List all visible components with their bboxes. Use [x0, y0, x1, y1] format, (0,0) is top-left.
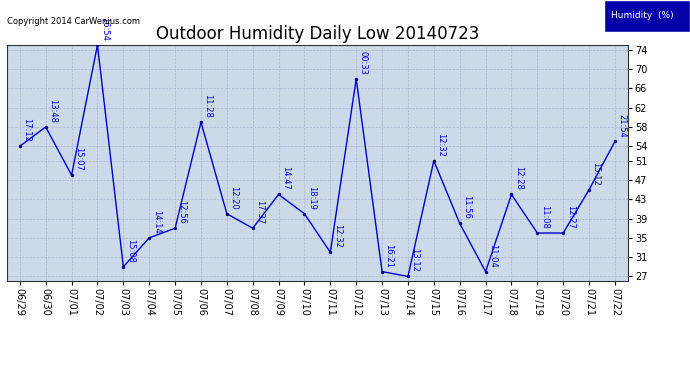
Text: 15:07: 15:07 [74, 147, 83, 171]
Point [480, 268, 491, 274]
Point [66, 172, 77, 178]
Point [118, 264, 129, 270]
Text: 13:12: 13:12 [411, 248, 420, 272]
Point [170, 225, 181, 231]
Text: 12:27: 12:27 [566, 205, 575, 229]
Point [584, 187, 595, 193]
Point [609, 138, 620, 144]
Text: 12:28: 12:28 [514, 166, 523, 190]
Text: Humidity  (%): Humidity (%) [611, 12, 673, 20]
Point [402, 273, 413, 279]
Text: 21:54: 21:54 [618, 114, 627, 137]
Text: 11:28: 11:28 [204, 94, 213, 118]
Point [40, 124, 51, 130]
Point [454, 220, 465, 226]
Point [144, 235, 155, 241]
Text: 16:54: 16:54 [100, 17, 109, 41]
Point [558, 230, 569, 236]
Text: 17:37: 17:37 [255, 200, 264, 224]
Point [428, 158, 440, 164]
Point [377, 268, 388, 274]
Text: 17:12: 17:12 [22, 118, 31, 142]
Text: 14:47: 14:47 [281, 166, 290, 190]
Point [14, 143, 26, 149]
Point [247, 225, 258, 231]
Text: 11:04: 11:04 [488, 244, 497, 267]
Text: 12:56: 12:56 [177, 200, 186, 224]
Text: 14:14: 14:14 [152, 210, 161, 234]
Point [273, 192, 284, 198]
Point [92, 42, 103, 48]
Text: 15:12: 15:12 [591, 162, 600, 186]
Text: 11:08: 11:08 [540, 205, 549, 229]
Point [195, 119, 206, 125]
Title: Outdoor Humidity Daily Low 20140723: Outdoor Humidity Daily Low 20140723 [156, 26, 479, 44]
Point [506, 192, 517, 198]
Text: 16:21: 16:21 [384, 244, 393, 267]
Text: 13:48: 13:48 [48, 99, 57, 123]
Text: 11:56: 11:56 [462, 195, 471, 219]
Text: Copyright 2014 CarWenius.com: Copyright 2014 CarWenius.com [7, 16, 140, 26]
Point [532, 230, 543, 236]
Text: 12:20: 12:20 [229, 186, 238, 210]
Point [221, 211, 233, 217]
Text: 12:32: 12:32 [436, 133, 445, 156]
Text: 00:33: 00:33 [359, 51, 368, 75]
Point [299, 211, 310, 217]
Point [325, 249, 336, 255]
Point [351, 76, 362, 82]
Text: 18:19: 18:19 [307, 186, 316, 210]
Text: 12:32: 12:32 [333, 224, 342, 248]
Text: 15:08: 15:08 [126, 239, 135, 262]
